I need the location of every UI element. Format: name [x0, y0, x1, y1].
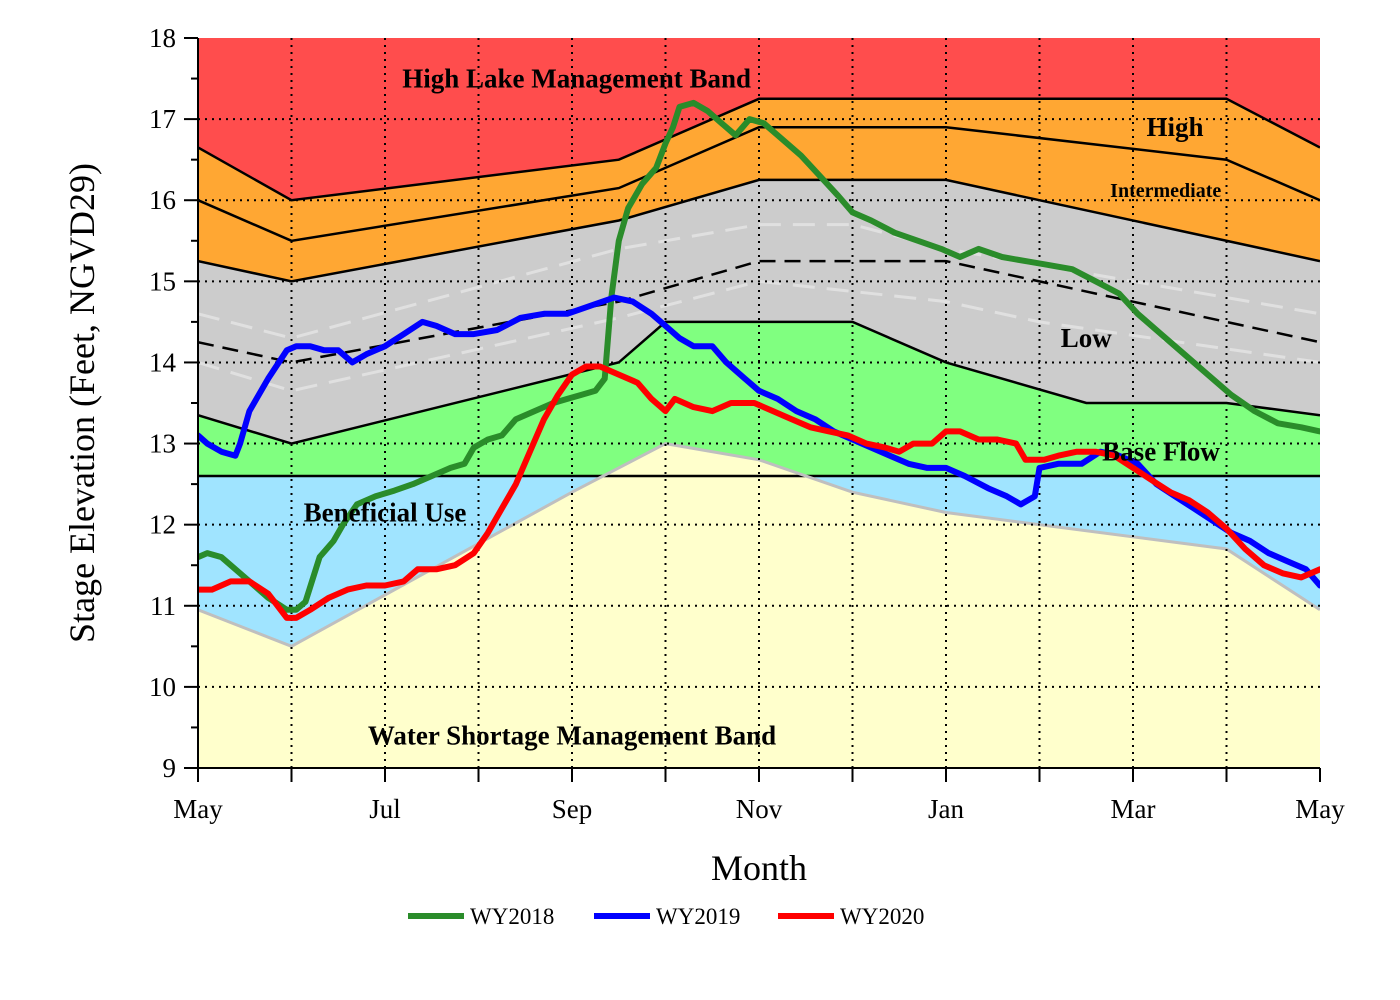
y-tick-label: 15: [149, 266, 176, 296]
band-boundary-high-lake-lower: [198, 97, 1320, 202]
legend-item-wy2020: WY2020: [778, 904, 924, 929]
x-tick-label: Sep: [552, 794, 593, 824]
axes: 9 10 11 12 13 14 15 16 17 18 May Jul Sep Nov Jan Mar May: [149, 23, 1345, 824]
series-line-wy2018: [198, 99, 1320, 613]
y-tick-label: 18: [149, 23, 176, 53]
band-label-beneficial-use: Beneficial Use: [304, 498, 467, 528]
legend-label: WY2019: [656, 904, 740, 929]
y-tick-label: 12: [149, 510, 176, 540]
x-tick-label: Jan: [928, 794, 964, 824]
y-tick-label: 10: [149, 672, 176, 702]
x-tick-label: Jul: [369, 794, 401, 824]
band-label-high: High: [1147, 112, 1204, 142]
y-tick-label: 13: [149, 429, 176, 459]
legend-item-wy2018: WY2018: [408, 904, 554, 929]
band-label-base-flow: Base Flow: [1102, 437, 1220, 467]
y-tick-label: 17: [149, 104, 176, 134]
y-axis-title: Stage Elevation (Feet, NGVD29): [62, 163, 102, 643]
series-line-wy2020: [198, 363, 1320, 621]
x-tick-label: May: [1295, 794, 1345, 824]
y-tick-label: 9: [163, 753, 177, 783]
legend: WY2018 WY2019 WY2020: [408, 904, 924, 929]
series-line-wy2019: [198, 294, 1320, 589]
band-label-high-lake-management-band: High Lake Management Band: [402, 64, 751, 94]
legend-label: WY2020: [840, 904, 924, 929]
y-tick-label: 16: [149, 185, 176, 215]
band-high-lake-management-band: [198, 38, 1320, 201]
y-tick-label: 11: [150, 591, 176, 621]
x-tick-label: May: [173, 794, 223, 824]
x-tick-label: Nov: [736, 794, 783, 824]
x-axis-title: Month: [711, 848, 807, 888]
band-boundary-low-lower: [198, 320, 1320, 445]
legend-label: WY2018: [470, 904, 554, 929]
y-tick-label: 14: [149, 347, 177, 377]
band-label-intermediate: Intermediate: [1110, 180, 1221, 202]
x-tick-label: Mar: [1111, 794, 1156, 824]
band-high: [198, 98, 1320, 241]
series-lines: [198, 99, 1320, 621]
band-labels: High Lake Management Band High Intermediat…: [304, 64, 1222, 751]
legend-item-wy2019: WY2019: [594, 904, 740, 929]
band-label-low: Low: [1061, 323, 1113, 353]
light-dashed-lower-line: [198, 279, 1320, 393]
band-label-water-shortage-management-band: Water Shortage Management Band: [368, 721, 776, 751]
band-boundary-high-lower: [198, 125, 1320, 243]
